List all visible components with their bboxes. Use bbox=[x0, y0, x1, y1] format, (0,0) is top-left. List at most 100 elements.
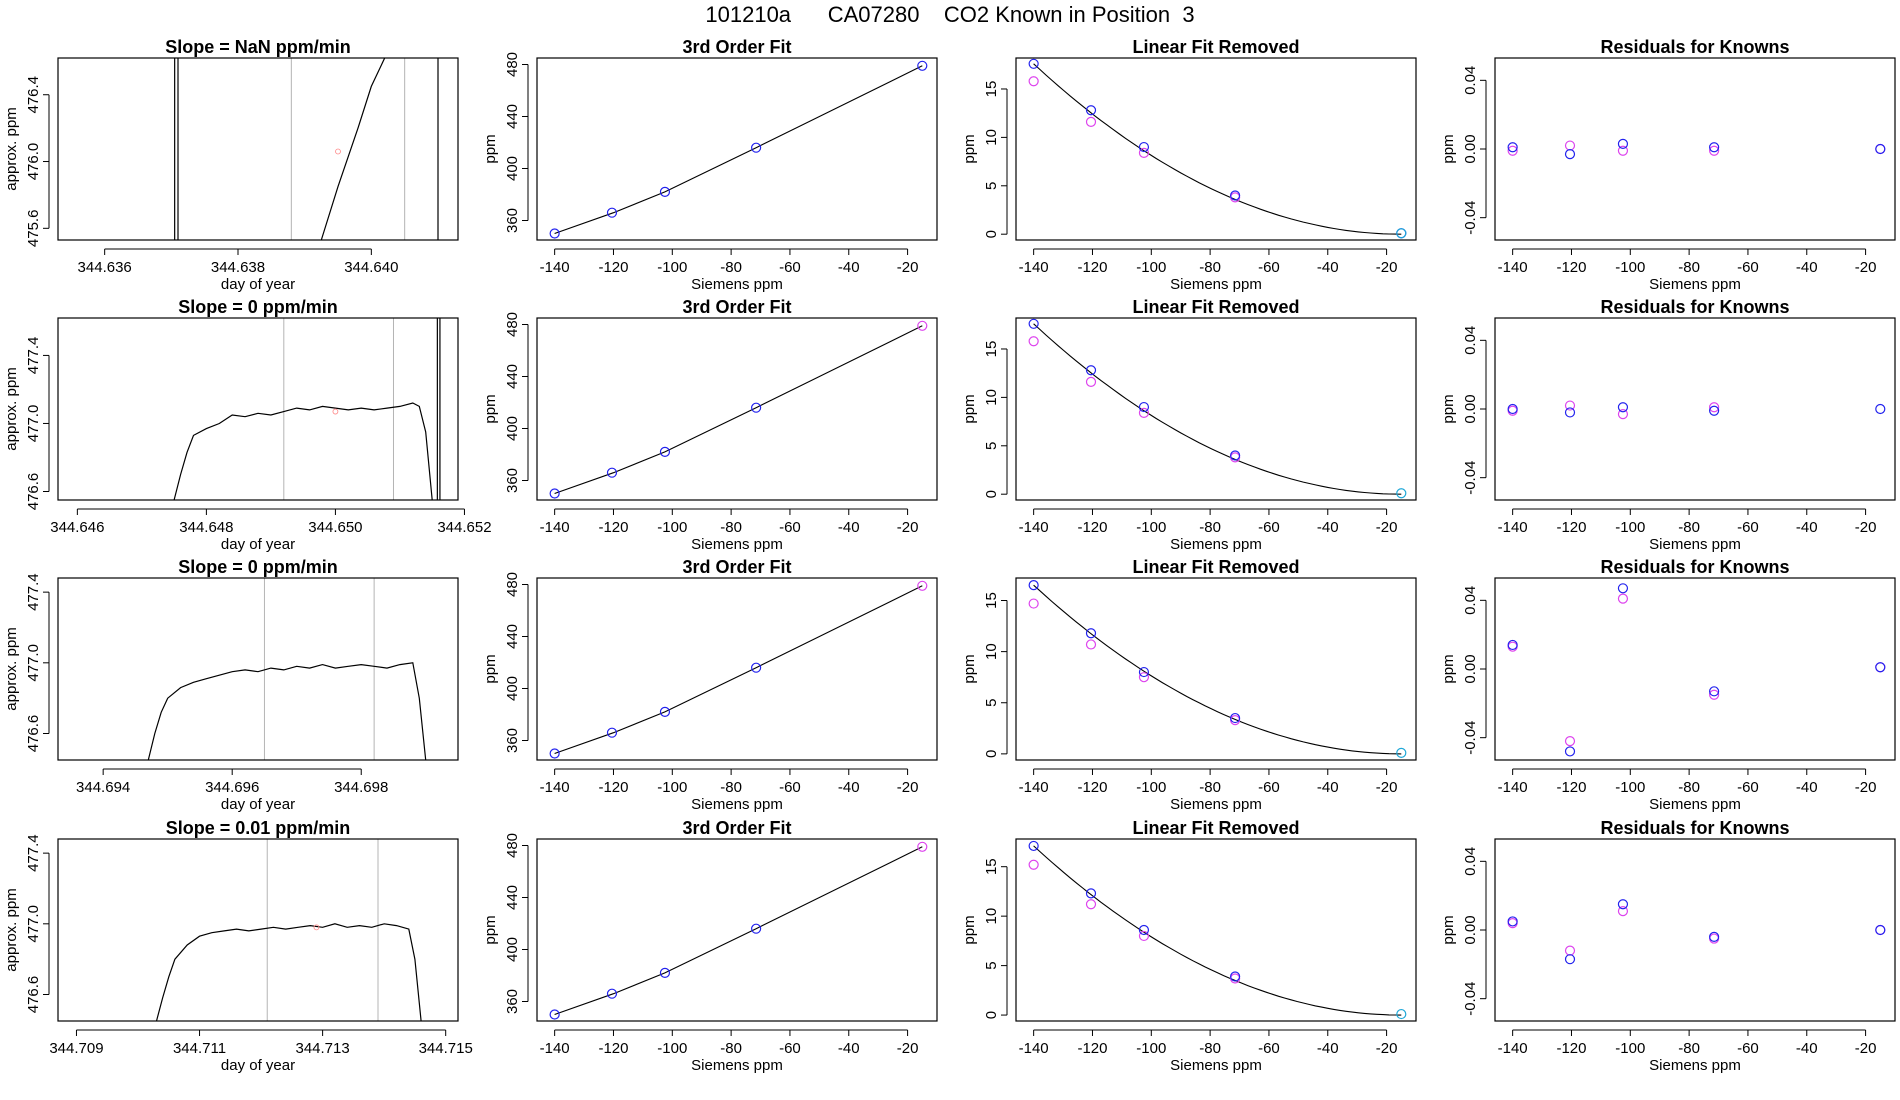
x-tick-label: -40 bbox=[1796, 1040, 1818, 1057]
fit-curve bbox=[1033, 323, 1402, 495]
x-tick-label: 344.638 bbox=[211, 259, 265, 276]
x-tick-label: -80 bbox=[1199, 259, 1221, 276]
x-tick-label: -60 bbox=[1258, 519, 1280, 536]
y-tick-label: 10 bbox=[983, 908, 1000, 925]
x-tick-label: -40 bbox=[1317, 259, 1339, 276]
panel-title: 3rd Order Fit bbox=[682, 297, 791, 317]
x-axis-label: Siemens ppm bbox=[1170, 276, 1262, 293]
x-tick-label: -20 bbox=[1855, 1040, 1877, 1057]
plot-frame bbox=[1015, 838, 1417, 1022]
y-tick-label: 360 bbox=[504, 989, 521, 1014]
x-tick-label: -140 bbox=[540, 259, 570, 276]
y-tick-label: 477.0 bbox=[25, 905, 42, 943]
data-point-blue bbox=[1709, 405, 1720, 416]
data-point-blue bbox=[1230, 450, 1241, 461]
x-tick-label: -140 bbox=[1498, 259, 1528, 276]
panel-2: 3rd Order Fit -140 -120 -100 -80 -60 -40 -20 Sie… bbox=[482, 37, 938, 293]
x-tick-label: -120 bbox=[1077, 259, 1107, 276]
data-point-blue bbox=[1507, 639, 1518, 651]
data-point-blue bbox=[1507, 142, 1518, 153]
panel-title: Linear Fit Removed bbox=[1132, 557, 1299, 577]
x-tick-label: -80 bbox=[1199, 1040, 1221, 1057]
x-tick-label: -140 bbox=[540, 1040, 570, 1057]
plot-frame bbox=[1494, 317, 1896, 501]
data-point-cyan bbox=[1396, 228, 1407, 239]
data-point-magenta bbox=[1138, 930, 1150, 942]
y-tick-label: 480 bbox=[504, 52, 521, 77]
data-point-blue bbox=[751, 402, 762, 413]
x-tick-label: -100 bbox=[657, 1040, 687, 1057]
data-point-magenta bbox=[1564, 140, 1576, 151]
data-point-blue bbox=[606, 988, 618, 999]
fit-line bbox=[554, 846, 923, 1016]
x-tick-label: -80 bbox=[720, 519, 742, 536]
series-line bbox=[320, 58, 386, 240]
panel-3: Linear Fit Removed -140 -120 -100 -80 -60 -40 -… bbox=[961, 37, 1417, 293]
y-tick-label: 400 bbox=[504, 937, 521, 962]
data-point-cyan bbox=[1396, 1008, 1407, 1020]
data-point-blue bbox=[1564, 746, 1576, 757]
x-tick-label: -20 bbox=[897, 1040, 919, 1057]
plot-frame bbox=[57, 57, 459, 241]
x-tick-label: -20 bbox=[1855, 519, 1877, 536]
panel-title: Slope = 0.01 ppm/min bbox=[166, 818, 351, 838]
data-point-blue bbox=[1617, 583, 1629, 594]
plot-area bbox=[549, 60, 928, 239]
panel-13: Slope = 0.01 ppm/min 344.709 344.711 344.71… bbox=[3, 818, 473, 1074]
x-tick-label: 344.715 bbox=[419, 1040, 473, 1057]
x-tick-label: -140 bbox=[540, 779, 570, 796]
y-tick-label: 476.0 bbox=[25, 143, 42, 181]
data-point-magenta bbox=[1709, 145, 1720, 156]
data-point-magenta bbox=[1138, 147, 1150, 158]
plot-frame bbox=[1015, 57, 1417, 241]
x-tick-label: -120 bbox=[1556, 259, 1586, 276]
x-tick-label: -60 bbox=[1737, 519, 1759, 536]
data-point-blue bbox=[1709, 686, 1720, 697]
data-point-blue bbox=[1875, 403, 1886, 415]
data-point-blue bbox=[1230, 712, 1241, 724]
data-point-magenta bbox=[1617, 145, 1629, 156]
x-tick-label: -120 bbox=[1556, 519, 1586, 536]
data-point-blue bbox=[1564, 149, 1576, 160]
plot-frame bbox=[536, 317, 938, 501]
x-axis-label: Siemens ppm bbox=[1649, 1057, 1741, 1074]
data-point-magenta bbox=[1085, 639, 1097, 650]
plot-frame bbox=[1494, 838, 1896, 1022]
y-axis-label: ppm bbox=[482, 915, 499, 944]
panel-title: Residuals for Knowns bbox=[1600, 297, 1789, 317]
data-point-magenta bbox=[1709, 402, 1720, 413]
x-tick-label: -140 bbox=[1019, 1040, 1049, 1057]
x-tick-label: -120 bbox=[1077, 1040, 1107, 1057]
panel-8: Residuals for Knowns -140 -120 -100 -80 -60 -4… bbox=[1440, 297, 1896, 553]
x-axis-label: Siemens ppm bbox=[1649, 276, 1741, 293]
x-tick-label: -40 bbox=[1317, 519, 1339, 536]
x-tick-label: -100 bbox=[1615, 259, 1645, 276]
data-point-magenta bbox=[1138, 672, 1150, 683]
x-tick-label: -40 bbox=[838, 779, 860, 796]
x-tick-label: 344.648 bbox=[179, 519, 233, 536]
data-point-blue bbox=[659, 967, 671, 979]
x-axis-label: day of year bbox=[221, 536, 295, 553]
y-tick-label: 15 bbox=[983, 592, 1000, 609]
data-point-blue bbox=[1709, 931, 1720, 942]
x-tick-label: 344.650 bbox=[308, 519, 362, 536]
data-point-magenta bbox=[1138, 407, 1150, 418]
x-axis-label: Siemens ppm bbox=[1170, 796, 1262, 813]
y-tick-label: 0 bbox=[983, 230, 1000, 238]
data-point-magenta bbox=[1085, 116, 1097, 127]
y-axis-label: approx. ppm bbox=[3, 367, 20, 450]
panel-title: Residuals for Knowns bbox=[1600, 37, 1789, 57]
y-tick-label: 0 bbox=[983, 750, 1000, 758]
panel-title: Slope = NaN ppm/min bbox=[165, 37, 351, 57]
x-tick-label: -100 bbox=[657, 259, 687, 276]
series-line bbox=[155, 923, 422, 1021]
data-point-blue bbox=[549, 488, 560, 499]
x-tick-label: -20 bbox=[1855, 779, 1877, 796]
x-tick-label: -60 bbox=[1737, 1040, 1759, 1057]
y-tick-label: -0.04 bbox=[1462, 721, 1479, 755]
y-tick-label: 477.4 bbox=[25, 337, 42, 375]
x-tick-label: -60 bbox=[779, 779, 801, 796]
data-point-blue bbox=[1875, 924, 1886, 936]
x-tick-label: -80 bbox=[1199, 519, 1221, 536]
